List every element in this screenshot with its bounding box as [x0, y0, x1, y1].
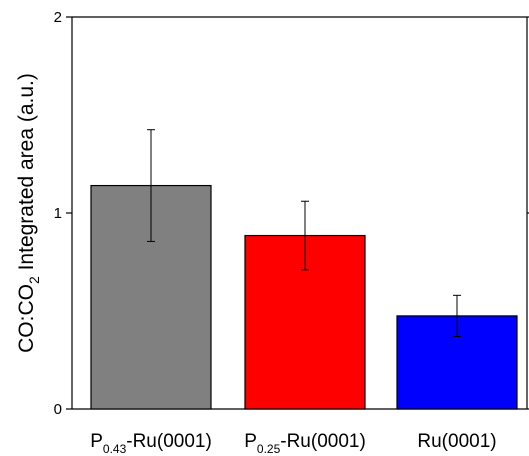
x-tick-labels-group: P0.43-Ru(0001) P0.25-Ru(0001) Ru(0001)	[90, 431, 496, 456]
x-tick-label: P0.25-Ru(0001)	[244, 431, 366, 456]
x-tick-label: Ru(0001)	[417, 431, 496, 452]
y-tick-label: 2	[54, 9, 62, 26]
y-axis-label: CO:CO2 Integrated area (a.u.)	[15, 73, 42, 353]
x-tick-label: P0.43-Ru(0001)	[90, 431, 212, 456]
bars-group	[90, 184, 518, 410]
error-bars-group	[147, 129, 461, 337]
y-tick-label: 1	[54, 205, 62, 222]
y-tick-label: 0	[54, 401, 62, 418]
